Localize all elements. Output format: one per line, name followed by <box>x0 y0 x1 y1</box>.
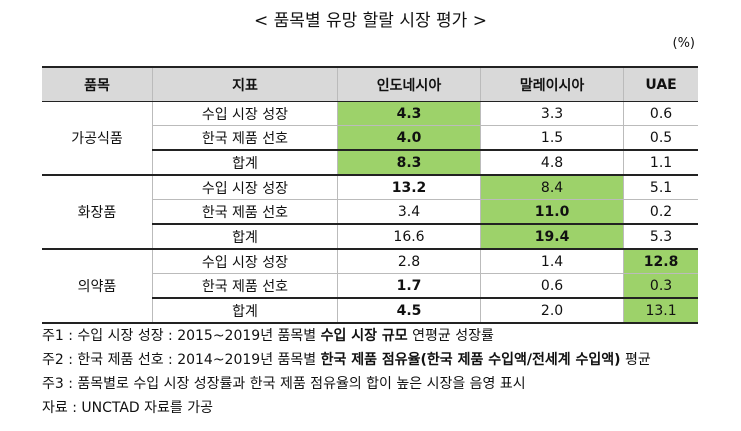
value-cell: 0.6 <box>480 273 624 299</box>
note-text: 자료 : UNCTAD 자료를 가공 <box>42 400 213 416</box>
note-text: 평균 <box>620 352 651 368</box>
value-cell: 2.8 <box>336 249 481 274</box>
indicator-cell: 합계 <box>151 149 338 176</box>
note-text: 연평균 성장률 <box>407 328 494 344</box>
indicator-cell: 한국 제품 선호 <box>151 125 338 151</box>
indicator-cell: 합계 <box>151 223 338 250</box>
table-row: 의약품 수입 시장 성장 2.8 1.4 12.8 <box>42 249 698 324</box>
value-cell: 19.4 <box>480 223 624 250</box>
note-line: 주2 : 한국 제품 선호 : 2014~2019년 품목별 한국 제품 점유율… <box>42 348 651 372</box>
note-line: 자료 : UNCTAD 자료를 가공 <box>42 396 651 420</box>
group-cell: 가공식품 <box>42 101 153 176</box>
table-row: 한국 제품 선호 3.4 11.0 0.2 <box>42 199 698 225</box>
value-cell: 4.5 <box>336 297 481 324</box>
value-cell: 2.0 <box>480 297 624 324</box>
value-cell: 16.6 <box>336 223 481 250</box>
group-cell: 의약품 <box>42 249 153 324</box>
table-row: 가공식품 수입 시장 성장 4.3 3.3 0.6 <box>42 101 698 176</box>
value-cell: 8.4 <box>480 175 624 200</box>
note-text: 한국 제품 점유율(한국 제품 수입액/전세계 수입액) <box>320 352 621 368</box>
value-cell: 3.4 <box>336 199 481 225</box>
indicator-cell: 수입 시장 성장 <box>151 175 338 200</box>
header-cell: 지표 <box>151 66 338 102</box>
value-cell: 3.3 <box>480 101 624 126</box>
value-cell: 13.2 <box>336 175 481 200</box>
header-cell: 품목 <box>42 66 153 102</box>
unit: (%) <box>672 36 696 51</box>
value-cell: 4.0 <box>336 125 481 151</box>
note-line: 주3 : 품목별로 수입 시장 성장률과 한국 제품 점유율의 합이 높은 시장… <box>42 372 651 396</box>
table-row: 합계 8.3 4.8 1.1 <box>42 149 698 176</box>
table-row: 화장품 수입 시장 성장 13.2 8.4 5.1 <box>42 175 698 250</box>
indicator-cell: 한국 제품 선호 <box>151 199 338 225</box>
indicator-cell: 합계 <box>151 297 338 324</box>
indicator-cell: 수입 시장 성장 <box>151 101 338 126</box>
table: 품목 지표 인도네시아 말레이시아 UAE 가공식품 수입 시장 성장 4.3 3.3 0.6 한국… <box>42 66 698 324</box>
header-cell: 말레이시아 <box>480 66 624 102</box>
value-cell: 11.0 <box>480 199 624 225</box>
note-text: 주2 : 한국 제품 선호 : 2014~2019년 품목별 <box>42 352 321 368</box>
note-text: 주1 : 수입 시장 성장 : 2015~2019년 품목별 <box>42 328 321 344</box>
value-cell: 4.3 <box>336 101 481 126</box>
value-cell: 0.3 <box>623 273 698 299</box>
value-cell: 1.4 <box>480 249 624 274</box>
value-cell: 0.5 <box>623 125 698 151</box>
value-cell: 5.3 <box>623 223 698 250</box>
value-cell: 13.1 <box>623 297 698 324</box>
note-line: 주1 : 수입 시장 성장 : 2015~2019년 품목별 수입 시장 규모 … <box>42 324 651 348</box>
header-row: 품목 지표 인도네시아 말레이시아 UAE <box>42 66 698 102</box>
note-text: 주3 : 품목별로 수입 시장 성장률과 한국 제품 점유율의 합이 높은 시장… <box>42 376 526 392</box>
value-cell: 1.7 <box>336 273 481 299</box>
header-cell: UAE <box>623 66 698 102</box>
value-cell: 0.2 <box>623 199 698 225</box>
title: < 품목별 유망 할랄 시장 평가 > <box>254 11 487 31</box>
notes: 주1 : 수입 시장 성장 : 2015~2019년 품목별 수입 시장 규모 … <box>42 324 651 420</box>
value-cell: 12.8 <box>623 249 698 274</box>
value-cell: 5.1 <box>623 175 698 200</box>
group-cell: 화장품 <box>42 175 153 250</box>
table-row: 합계 16.6 19.4 5.3 <box>42 223 698 250</box>
indicator-cell: 한국 제품 선호 <box>151 273 338 299</box>
value-cell: 4.8 <box>480 149 624 176</box>
value-cell: 1.1 <box>623 149 698 176</box>
value-cell: 0.6 <box>623 101 698 126</box>
value-cell: 1.5 <box>480 125 624 151</box>
header-cell: 인도네시아 <box>336 66 481 102</box>
table-row: 합계 4.5 2.0 13.1 <box>42 297 698 324</box>
indicator-cell: 수입 시장 성장 <box>151 249 338 274</box>
note-text: 수입 시장 규모 <box>320 328 408 344</box>
value-cell: 8.3 <box>336 149 481 176</box>
